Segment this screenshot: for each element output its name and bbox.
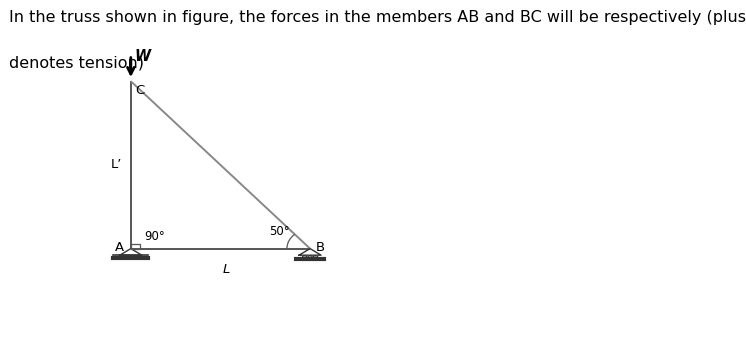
Text: C: C bbox=[136, 84, 145, 97]
Text: 90°: 90° bbox=[145, 230, 166, 243]
Text: L: L bbox=[222, 263, 230, 276]
Text: denotes tension): denotes tension) bbox=[9, 55, 144, 70]
Text: A: A bbox=[115, 241, 124, 254]
Text: In the truss shown in figure, the forces in the members AB and BC will be respec: In the truss shown in figure, the forces… bbox=[9, 10, 746, 25]
Text: L’: L’ bbox=[111, 158, 122, 171]
Text: B: B bbox=[316, 241, 325, 254]
Text: W: W bbox=[134, 49, 151, 63]
Text: 50°: 50° bbox=[269, 225, 290, 238]
